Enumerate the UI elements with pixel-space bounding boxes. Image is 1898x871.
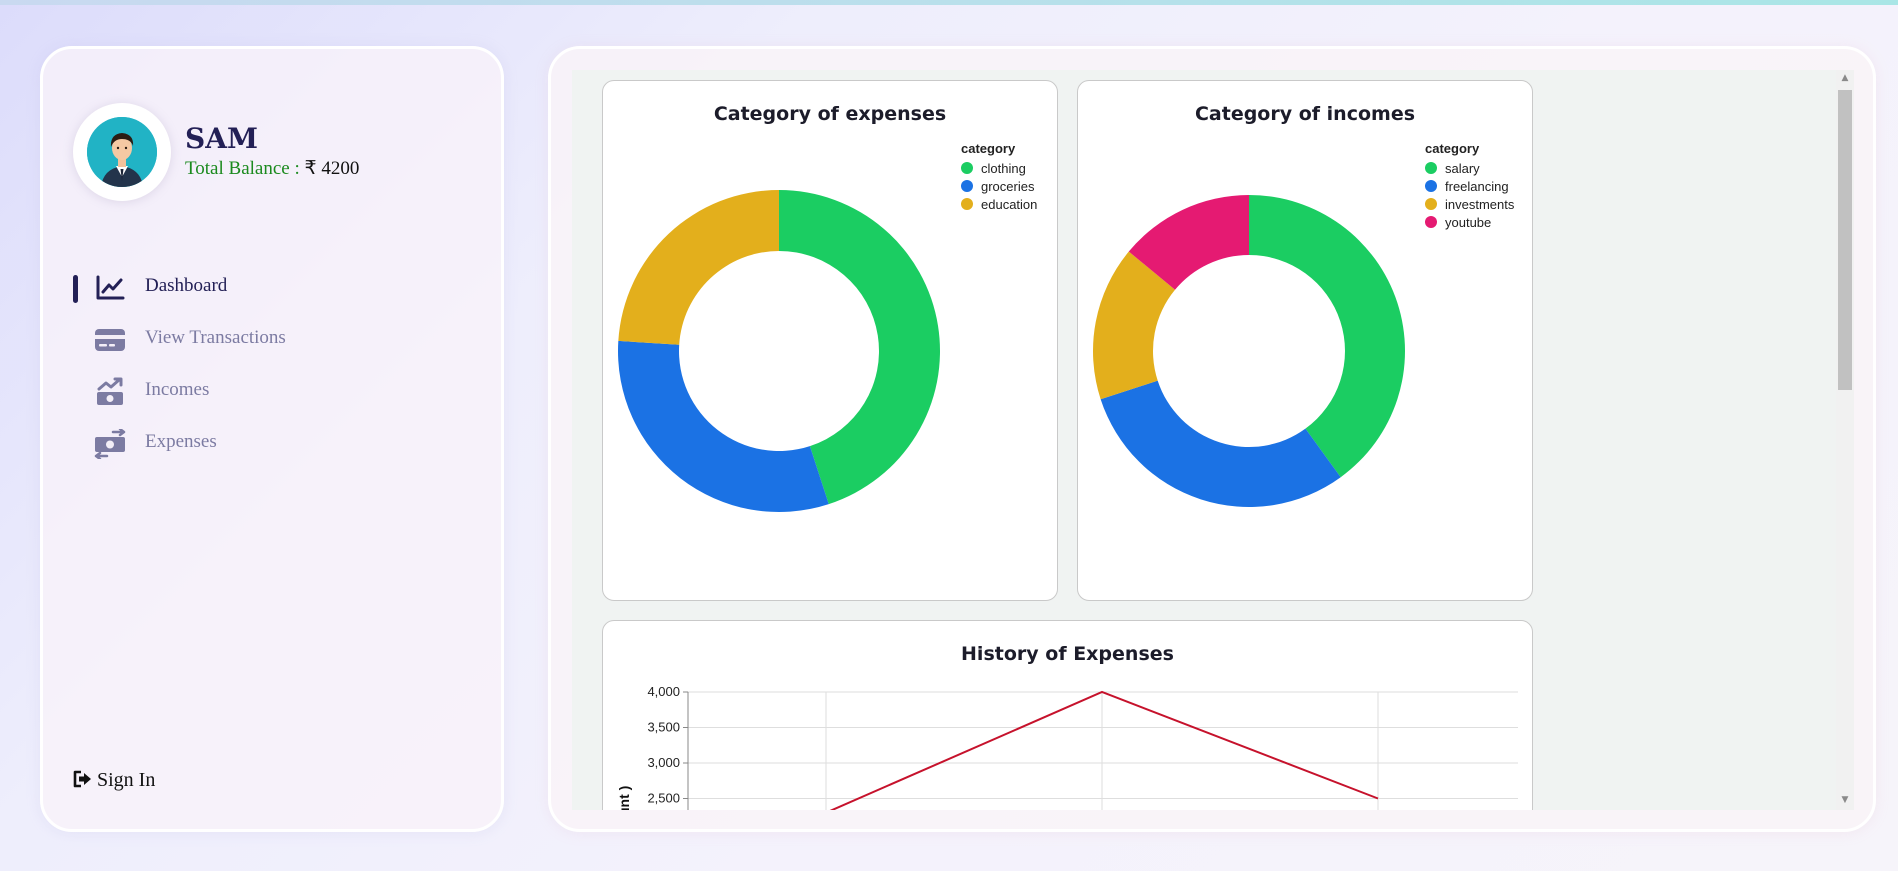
top-accent-bar: [0, 0, 1898, 5]
incomes-donut-chart: [1093, 195, 1405, 508]
donut-slice-education[interactable]: [618, 190, 779, 345]
expenses-chart-card: Category of expenses category clothing g…: [602, 80, 1058, 601]
scroll-up-arrow-icon[interactable]: ▲: [1841, 73, 1849, 83]
legend-title: category: [961, 141, 1016, 156]
sidebar-item-label: Dashboard: [145, 275, 228, 296]
legend-label: youtube: [1445, 214, 1492, 230]
legend-item: education: [961, 195, 1037, 213]
legend-label: salary: [1445, 160, 1480, 176]
sidebar-item-label: Expenses: [145, 431, 217, 452]
donut-slice-groceries[interactable]: [618, 340, 829, 512]
incomes-chart-card: Category of incomes category salary free…: [1077, 80, 1533, 601]
legend-label: investments: [1445, 196, 1515, 212]
donut-slice-salary[interactable]: [1249, 195, 1405, 478]
avatar: [73, 103, 171, 201]
chart-title: Category of expenses: [713, 103, 947, 125]
legend-item: youtube: [1425, 213, 1514, 231]
expenses-donut-chart: [618, 190, 940, 512]
sign-in-icon: [73, 770, 93, 792]
legend-swatch: [1425, 198, 1437, 210]
expense-history-line-chart: 4,000 3,500 3,000 2,500 unt ): [616, 684, 1518, 810]
chart-title: Category of incomes: [1194, 103, 1416, 125]
legend-item: groceries: [961, 177, 1037, 195]
vertical-scrollbar[interactable]: ▲ ▼: [1836, 70, 1854, 810]
donut-slice-freelancing[interactable]: [1100, 380, 1341, 508]
donut-slice-investments[interactable]: [1093, 251, 1176, 400]
donut-slice-youtube[interactable]: [1128, 195, 1249, 290]
sign-in-button[interactable]: Sign In: [73, 769, 155, 792]
legend-label: freelancing: [1445, 178, 1509, 194]
scroll-down-arrow-icon[interactable]: ▼: [1841, 795, 1849, 805]
profile: SAM Total Balance : ₹ 4200: [73, 103, 359, 201]
sidebar-item-label: View Transactions: [145, 327, 286, 348]
y-tick-label: 2,500: [647, 791, 680, 806]
line-chart-icon: [93, 273, 127, 303]
sign-in-label: Sign In: [97, 769, 156, 791]
sidebar-item-label: Incomes: [145, 379, 210, 400]
currency-symbol: ₹: [304, 158, 317, 179]
user-avatar-icon: [87, 117, 157, 187]
money-trend-icon: [93, 377, 127, 407]
chart-legend: category clothing groceries education: [961, 141, 1037, 213]
y-axis-title: unt ): [616, 786, 632, 810]
legend-title: category: [1425, 141, 1480, 156]
legend-swatch: [961, 198, 973, 210]
chart-legend: category salary freelancing investments …: [1425, 141, 1514, 231]
legend-swatch: [1425, 162, 1437, 174]
legend-item: investments: [1425, 195, 1514, 213]
expense-history-card: History of Expenses 4,000 3,500 3,000 2,500…: [602, 620, 1533, 810]
legend-swatch: [1425, 216, 1437, 228]
y-tick-label: 3,500: [647, 720, 680, 735]
donut-slice-clothing[interactable]: [779, 190, 940, 505]
legend-item: freelancing: [1425, 177, 1514, 195]
legend-label: clothing: [981, 160, 1026, 176]
legend-item: clothing: [961, 159, 1037, 177]
legend-label: groceries: [981, 178, 1035, 194]
dashboard-scroll-area[interactable]: Category of expenses category clothing g…: [572, 70, 1854, 810]
balance-label: Total Balance :: [185, 158, 305, 179]
total-balance: Total Balance : ₹ 4200: [185, 157, 359, 181]
credit-card-icon: [93, 325, 127, 355]
legend-swatch: [1425, 180, 1437, 192]
legend-item: salary: [1425, 159, 1514, 177]
scroll-thumb[interactable]: [1838, 90, 1852, 390]
expense-series-line[interactable]: [688, 690, 1379, 810]
y-tick-label: 4,000: [647, 684, 680, 699]
sidebar: SAM Total Balance : ₹ 4200 Dashboard: [40, 46, 504, 832]
legend-label: education: [981, 196, 1038, 212]
user-name: SAM: [185, 122, 258, 155]
active-indicator: [73, 275, 78, 303]
legend-swatch: [961, 180, 973, 192]
balance-value: 4200: [321, 158, 360, 179]
money-exchange-icon: [93, 429, 127, 459]
y-tick-label: 3,000: [647, 755, 680, 770]
chart-title: History of Expenses: [961, 643, 1174, 665]
legend-swatch: [961, 162, 973, 174]
